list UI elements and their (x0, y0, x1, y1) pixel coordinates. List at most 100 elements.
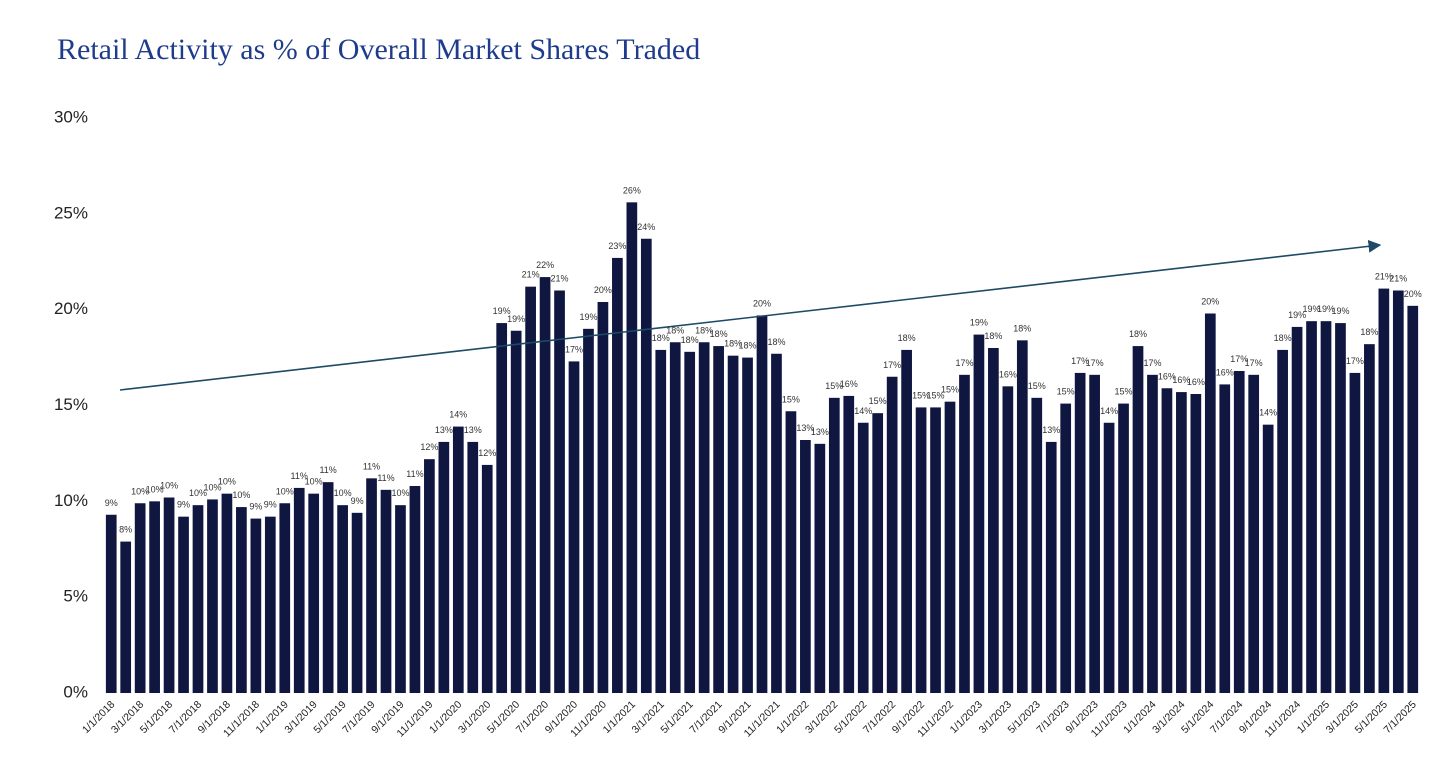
data-label: 21% (1389, 274, 1407, 284)
bar (886, 376, 898, 693)
data-label: 16% (1158, 371, 1176, 381)
data-label: 16% (1187, 377, 1205, 387)
data-label: 10% (276, 486, 294, 496)
data-label: 10% (391, 488, 409, 498)
bar (1016, 340, 1028, 693)
data-label: 8% (119, 525, 132, 535)
data-label: 15% (941, 385, 959, 395)
data-label: 20% (753, 298, 771, 308)
bar (308, 493, 320, 693)
bar (857, 422, 869, 693)
bar (554, 290, 565, 693)
data-label: 16% (840, 379, 858, 389)
bar (568, 361, 580, 693)
y-tick-label: 25% (54, 203, 88, 222)
bar (1074, 372, 1086, 693)
data-label: 10% (334, 488, 352, 498)
data-label: 16% (1216, 367, 1234, 377)
data-label: 15% (1057, 387, 1075, 397)
data-label: 10% (160, 481, 178, 491)
bar (1349, 372, 1361, 693)
data-label: 26% (623, 185, 641, 195)
bar (322, 482, 334, 693)
bar (828, 397, 840, 693)
bar (626, 202, 638, 694)
bar (944, 401, 956, 693)
data-label: 10% (232, 490, 250, 500)
bar (236, 507, 247, 693)
bar (1248, 374, 1260, 693)
bar (149, 501, 160, 693)
data-label: 14% (1100, 406, 1118, 416)
data-label: 24% (637, 222, 655, 232)
bar (1335, 323, 1346, 693)
bar (669, 342, 681, 693)
y-tick-label: 0% (63, 682, 88, 701)
data-label: 15% (825, 381, 843, 391)
data-label: 10% (146, 484, 164, 494)
bar (351, 512, 363, 693)
bar (1392, 290, 1404, 693)
data-label: 18% (1129, 329, 1147, 339)
bar (395, 505, 406, 693)
data-label: 14% (854, 406, 872, 416)
bar (973, 334, 985, 693)
bar (525, 286, 536, 693)
data-label: 17% (1143, 358, 1161, 368)
bar (1262, 424, 1274, 693)
data-label: 17% (1245, 358, 1263, 368)
data-label: 18% (984, 331, 1002, 341)
data-label: 11% (406, 469, 423, 479)
data-label: 13% (1042, 425, 1060, 435)
bar (1407, 305, 1419, 693)
data-label: 19% (493, 306, 511, 316)
data-label: 10% (305, 477, 323, 487)
data-label: 13% (464, 425, 482, 435)
data-label: 14% (1259, 408, 1277, 418)
data-label: 19% (970, 318, 988, 328)
data-label: 18% (710, 329, 728, 339)
data-label: 12% (478, 448, 496, 458)
data-label: 17% (883, 360, 901, 370)
data-label: 18% (898, 333, 916, 343)
data-label: 20% (594, 285, 612, 295)
bar (785, 411, 797, 693)
bar (1002, 386, 1014, 693)
bar (120, 541, 132, 693)
bar (612, 257, 623, 693)
data-label: 17% (955, 358, 973, 368)
bar (1031, 397, 1043, 693)
data-label: 17% (1071, 356, 1089, 366)
data-label: 9% (249, 502, 262, 512)
bar (279, 503, 291, 693)
data-label: 19% (1288, 310, 1306, 320)
bar (192, 505, 204, 693)
bar (1219, 384, 1231, 693)
data-label: 19% (579, 312, 597, 322)
bar (178, 516, 189, 693)
data-label: 18% (1274, 333, 1292, 343)
plot: 0%5%10%15%20%25%30%1/1/20189%8%3/1/20181… (54, 107, 1422, 739)
bar (481, 464, 493, 693)
data-label: 18% (1360, 327, 1378, 337)
data-label: 10% (218, 477, 236, 487)
y-tick-label: 30% (54, 107, 88, 126)
data-label: 10% (131, 486, 149, 496)
bar (713, 346, 724, 693)
data-label: 21% (1375, 272, 1393, 282)
data-label: 19% (1303, 304, 1321, 314)
bar (1060, 403, 1072, 693)
bar (105, 514, 117, 693)
data-label: 12% (420, 442, 438, 452)
data-label: 17% (1346, 356, 1364, 366)
bar (539, 277, 551, 693)
y-tick-label: 15% (54, 395, 88, 414)
bar (1291, 326, 1303, 693)
bar (1320, 321, 1332, 693)
data-label: 21% (551, 274, 569, 284)
data-label: 18% (724, 339, 742, 349)
bar (1103, 422, 1115, 693)
data-label: 13% (435, 425, 453, 435)
bar (959, 374, 970, 693)
bar (1132, 346, 1144, 693)
